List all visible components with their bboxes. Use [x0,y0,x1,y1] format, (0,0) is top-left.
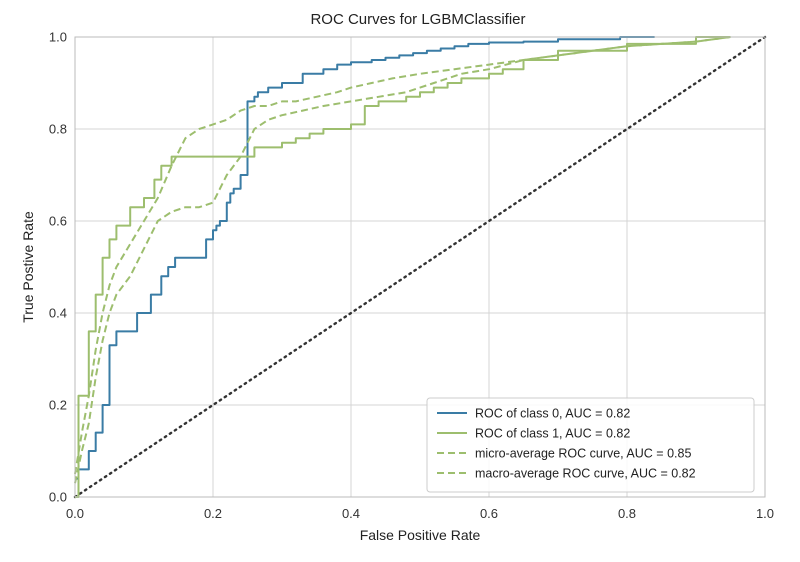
y-tick-label: 0.6 [49,214,67,229]
x-axis-title: False Positive Rate [360,527,481,543]
roc-series-line-1 [75,36,731,498]
x-tick-label: 0.4 [342,506,360,521]
legend: ROC of class 0, AUC = 0.82 ROC of class 1… [426,397,755,493]
chart-title: ROC Curves for LGBMClassifier [310,11,525,28]
y-axis-ticks: 0.0 0.2 0.4 0.6 0.8 1.0 [49,30,67,505]
plot-area-border [74,36,766,498]
legend-label: macro-average ROC curve, AUC = 0.82 [475,467,696,481]
legend-box [426,397,755,493]
x-tick-label: 0.2 [204,506,222,521]
roc-series-line-2 [74,36,731,475]
roc-series-line-0 [75,36,655,480]
roc-series-line-3 [74,36,731,484]
y-tick-label: 0.0 [49,490,67,505]
legend-label: micro-average ROC curve, AUC = 0.85 [475,447,691,461]
y-tick-label: 0.2 [49,398,67,413]
reference-diagonal [73,35,767,499]
x-tick-label: 1.0 [756,506,774,521]
y-tick-label: 0.8 [49,122,67,137]
legend-label: ROC of class 1, AUC = 0.82 [475,427,630,441]
x-tick-label: 0.6 [480,506,498,521]
x-tick-label: 0.0 [66,506,84,521]
y-tick-label: 1.0 [49,30,67,45]
legend-label: ROC of class 0, AUC = 0.82 [475,407,630,421]
y-axis-title: True Postive Rate [20,211,36,323]
x-axis-ticks: 0.0 0.2 0.4 0.6 0.8 1.0 [66,506,774,521]
chance-line [73,35,767,499]
y-tick-label: 0.4 [49,306,67,321]
x-tick-label: 0.8 [618,506,636,521]
series-group [74,36,731,498]
